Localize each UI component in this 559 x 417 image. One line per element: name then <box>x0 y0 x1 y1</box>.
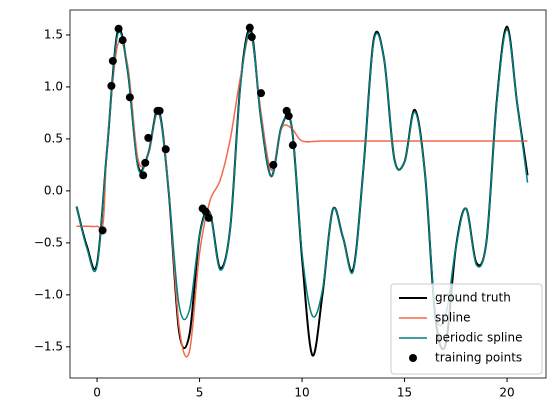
line <box>76 33 528 358</box>
point <box>108 56 117 65</box>
point <box>98 226 107 235</box>
x-tick-label: 5 <box>196 386 204 400</box>
point <box>269 160 278 169</box>
legend-label: training points <box>435 351 522 365</box>
y-tick-label: 0.0 <box>44 183 63 197</box>
point <box>144 133 153 142</box>
point <box>125 93 134 102</box>
point <box>161 145 170 154</box>
x-tick-label: 0 <box>93 386 101 400</box>
point <box>118 36 127 45</box>
point <box>141 158 150 167</box>
x-tick-label: 20 <box>499 386 514 400</box>
point <box>114 24 123 33</box>
x-tick-label: 15 <box>397 386 412 400</box>
y-tick-label: 0.5 <box>44 131 63 145</box>
y-tick-label: 1.0 <box>44 79 63 93</box>
legend-label: spline <box>435 311 471 325</box>
point <box>107 81 116 90</box>
point <box>247 33 256 42</box>
point <box>204 213 213 222</box>
x-tick-label: 10 <box>294 386 309 400</box>
point <box>201 207 210 216</box>
y-tick-label: −1.0 <box>34 287 63 301</box>
legend: ground truth spline periodic spline trainin… <box>390 283 543 375</box>
axes-frame <box>69 9 547 379</box>
point <box>288 141 297 150</box>
point <box>245 23 254 32</box>
point <box>155 106 164 115</box>
legend-label: periodic spline <box>435 331 523 345</box>
y-tick-label: 1.5 <box>44 27 63 41</box>
point <box>139 171 148 180</box>
legend-label: ground truth <box>435 291 511 305</box>
point <box>257 89 266 98</box>
legend-marker <box>409 354 417 362</box>
point <box>284 112 293 121</box>
y-tick-label: −0.5 <box>34 235 63 249</box>
legend-box <box>390 283 543 375</box>
y-tick-label: −1.5 <box>34 339 63 353</box>
